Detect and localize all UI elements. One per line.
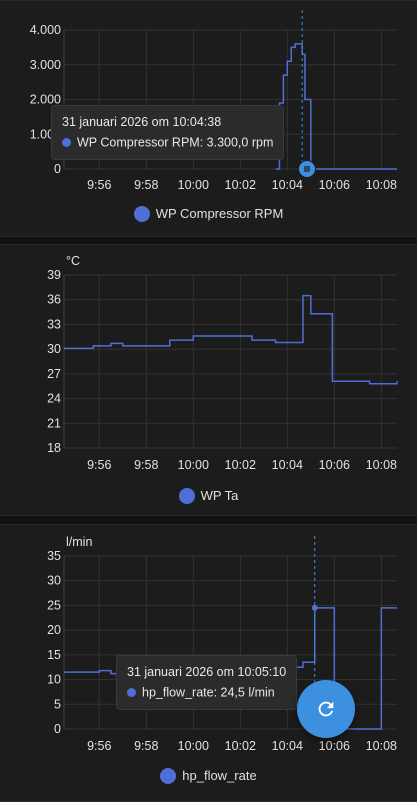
legend-label: hp_flow_rate (182, 768, 257, 784)
tooltip-dot (62, 138, 71, 148)
grid (63, 274, 397, 449)
legend-swatch (178, 487, 195, 504)
y-tick-label: 35 (47, 549, 61, 563)
refresh-button[interactable] (297, 680, 355, 738)
series-line[interactable] (64, 294, 398, 385)
x-tick-label: 10:00 (178, 458, 209, 472)
tooltip-value: WP Compressor RPM: 3.300,0 rpm (77, 135, 274, 150)
y-tick-label: 24 (47, 392, 61, 406)
y-tick-label: 20 (47, 623, 61, 637)
x-tick-label: 9:56 (87, 458, 111, 472)
y-tick-label: 4.000 (30, 23, 61, 37)
refresh-icon (318, 701, 334, 717)
legend-compressor-rpm[interactable]: WP Compressor RPM (0, 205, 417, 222)
chart-card-flow-rate: 35 30 25 20 15 10 5 0 9:56 9:58 10:00 10:02 10:04 10:… (0, 524, 417, 802)
legend-label: WP Ta (200, 488, 239, 504)
x-tick-label: 10:04 (272, 458, 303, 472)
y-tick-label: 25 (47, 598, 61, 612)
chart-ta[interactable]: 39 36 33 30 27 24 21 18 9:56 9:58 10:00 10:02 10:04 1… (0, 245, 417, 480)
tooltip-time: 31 januari 2026 om 10:04:38 (62, 115, 222, 129)
y-tick-label: 0 (54, 722, 61, 736)
x-tick-label: 10:04 (272, 739, 303, 753)
x-tick-label: 10:02 (225, 178, 256, 192)
tooltip-time: 31 januari 2026 om 10:05:10 (127, 665, 287, 679)
chart-flow-rate[interactable]: 35 30 25 20 15 10 5 0 9:56 9:58 10:00 10:02 10:04 10:… (0, 525, 417, 760)
y-tick-label: 3.000 (30, 58, 61, 72)
tooltip-flow-rate: 31 januari 2026 om 10:05:10 hp_flow_rate… (116, 655, 298, 710)
y-tick-label: 21 (47, 416, 61, 430)
tooltip-compressor-rpm: 31 januari 2026 om 10:04:38 WP Compresso… (51, 105, 285, 160)
chart-card-compressor-rpm: 4.000 3.000 2.000 1.000 0 9:56 9:58 10:00 10:02 1… (0, 0, 417, 237)
legend-label: WP Compressor RPM (155, 206, 284, 222)
x-tick-label: 10:08 (366, 178, 397, 192)
x-tick-label: 10:02 (225, 739, 256, 753)
x-tick-label: 10:06 (319, 739, 350, 753)
x-tick-label: 10:06 (319, 178, 350, 192)
legend-swatch (133, 205, 150, 222)
x-tick-label: 9:56 (87, 739, 111, 753)
x-tick-label: 10:02 (225, 458, 256, 472)
y-tick-label: 30 (47, 574, 61, 588)
y-tick-label: 2.000 (30, 93, 61, 107)
y-tick-label: 5 (54, 697, 61, 711)
x-tick-label: 9:58 (134, 458, 158, 472)
x-tick-label: 9:58 (134, 178, 158, 192)
y-tick-label: 0 (54, 162, 61, 176)
x-tick-label: 10:04 (272, 178, 303, 192)
drag-handle-icon[interactable] (298, 160, 316, 178)
tooltip-dot (127, 688, 136, 698)
legend-flow-rate[interactable]: hp_flow_rate (0, 767, 417, 784)
y-tick-label: 36 (47, 293, 61, 307)
tooltip-value: hp_flow_rate: 24,5 l/min (142, 685, 275, 700)
x-tick-label: 9:58 (134, 739, 158, 753)
y-tick-label: 27 (47, 367, 61, 381)
y-tick-label: 15 (47, 648, 61, 662)
y-tick-label: 10 (47, 673, 61, 687)
legend-ta[interactable]: WP Ta (0, 487, 417, 504)
x-tick-label: 10:08 (366, 458, 397, 472)
series-line[interactable] (275, 43, 397, 170)
x-tick-label: 10:00 (178, 739, 209, 753)
x-tick-label: 9:56 (87, 178, 111, 192)
x-tick-label: 10:08 (366, 739, 397, 753)
chart-card-ta: 39 36 33 30 27 24 21 18 9:56 9:58 10:00 10:02 10:04 1… (0, 244, 417, 516)
y-unit-label: °C (66, 254, 80, 268)
x-tick-label: 10:06 (319, 458, 350, 472)
y-tick-label: 18 (47, 441, 61, 455)
y-tick-label: 39 (47, 268, 61, 282)
hover-point (311, 604, 318, 611)
x-tick-label: 10:00 (178, 178, 209, 192)
y-tick-label: 30 (47, 342, 61, 356)
legend-swatch (160, 767, 177, 784)
y-unit-label: l/min (66, 535, 92, 549)
y-tick-label: 33 (47, 317, 61, 331)
